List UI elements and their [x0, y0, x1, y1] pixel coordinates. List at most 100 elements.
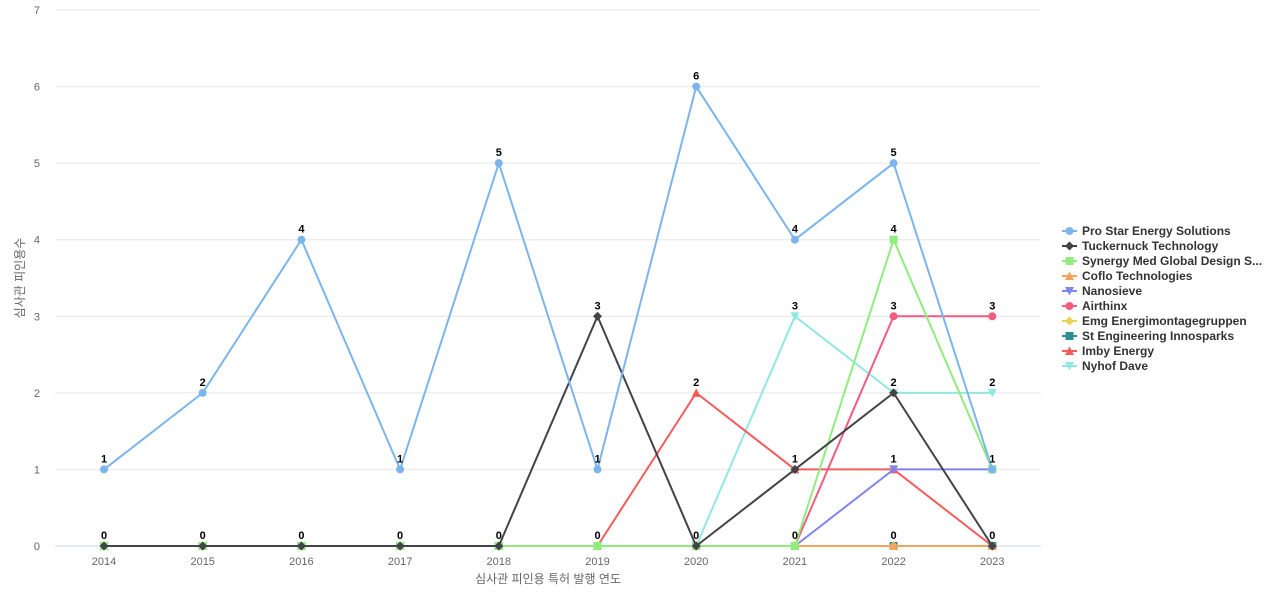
- y-tick-label: 1: [34, 464, 40, 476]
- x-tick-label: 2019: [585, 556, 609, 568]
- x-tick-label: 2017: [388, 556, 412, 568]
- legend-item[interactable]: St Engineering Innosparks: [1062, 329, 1234, 343]
- data-label: 4: [298, 224, 305, 236]
- legend-item[interactable]: Airthinx: [1062, 299, 1128, 313]
- y-tick-label: 4: [34, 235, 40, 247]
- legend-marker: [1065, 227, 1074, 235]
- data-point: [198, 388, 207, 397]
- data-point: [494, 541, 504, 551]
- legend-marker: [1065, 316, 1074, 326]
- legend-marker: [1065, 241, 1074, 251]
- legend-item[interactable]: Tuckernuck Technology: [1062, 239, 1219, 253]
- data-point: [987, 541, 997, 551]
- data-label: 1: [989, 453, 995, 465]
- x-tick-label: 2023: [980, 556, 1004, 568]
- x-tick-label: 2015: [190, 556, 214, 568]
- data-point: [198, 541, 208, 551]
- legend-label: Nanosieve: [1082, 284, 1142, 298]
- data-point: [889, 465, 899, 474]
- data-point: [889, 235, 898, 244]
- x-tick-label: 2020: [684, 556, 708, 568]
- data-point: [593, 465, 602, 474]
- data-label: 0: [693, 530, 699, 542]
- legend-marker: [1065, 287, 1074, 296]
- data-point: [593, 311, 602, 321]
- data-point: [889, 541, 899, 550]
- legend-label: St Engineering Innosparks: [1082, 329, 1234, 343]
- legend-label: Pro Star Energy Solutions: [1082, 224, 1231, 238]
- data-point: [790, 235, 799, 244]
- data-label: 0: [298, 530, 304, 542]
- y-tick-label: 3: [34, 311, 40, 323]
- legend-label: Airthinx: [1082, 299, 1128, 313]
- legend-label: Synergy Med Global Design S...: [1082, 254, 1262, 268]
- legend-label: Imby Energy: [1082, 344, 1154, 358]
- data-point: [494, 159, 503, 168]
- data-label: 2: [891, 377, 897, 389]
- data-point: [988, 312, 997, 321]
- data-label: 0: [200, 530, 206, 542]
- data-point: [296, 541, 306, 551]
- legend-marker: [1065, 346, 1074, 355]
- y-axis-title: 심사관 피인용수: [13, 238, 27, 319]
- data-label: 3: [989, 300, 995, 312]
- data-point: [988, 465, 997, 474]
- data-point: [99, 541, 109, 551]
- data-label: 0: [101, 530, 107, 542]
- data-label: 0: [594, 530, 600, 542]
- legend-item[interactable]: Emg Energimontagegruppen: [1062, 314, 1247, 328]
- x-tick-label: 2021: [783, 556, 807, 568]
- data-point: [889, 312, 898, 321]
- legend-marker: [1065, 362, 1074, 371]
- data-labels: 1 2 4 1 5 3 6 4 4 3 1 2 3 1 5 3 2 1 2 1 0 0 0 0 0 0 0 0 0 0: [101, 71, 995, 542]
- data-label: 3: [594, 300, 600, 312]
- data-label: 1: [101, 453, 107, 465]
- series-group: [100, 82, 997, 474]
- x-axis-ticks: 2014 2015 2016 2017 2018 2019 2020 2021 2022 2023: [92, 556, 1005, 568]
- legend-item[interactable]: Imby Energy: [1062, 344, 1154, 358]
- legend-item[interactable]: Pro Star Energy Solutions: [1062, 224, 1231, 238]
- x-tick-label: 2022: [881, 556, 905, 568]
- x-tick-label: 2018: [487, 556, 511, 568]
- series-line: [104, 468, 993, 547]
- data-label: 1: [792, 453, 798, 465]
- legend-item[interactable]: Coflo Technologies: [1062, 269, 1193, 283]
- data-point: [692, 82, 701, 91]
- y-tick-label: 6: [34, 82, 40, 94]
- data-point: [691, 541, 701, 551]
- data-point: [889, 388, 899, 398]
- legend-item[interactable]: Nanosieve: [1062, 284, 1142, 298]
- data-label: 6: [693, 71, 699, 83]
- y-tick-label: 2: [34, 388, 40, 400]
- legend-marker: [1065, 271, 1074, 280]
- legend-label: Coflo Technologies: [1082, 269, 1193, 283]
- legend-item[interactable]: Nyhof Dave: [1062, 359, 1148, 373]
- gridlines: [55, 9, 1041, 547]
- data-point: [297, 235, 306, 244]
- data-point: [987, 388, 997, 398]
- data-point: [593, 542, 602, 550]
- legend-item[interactable]: Synergy Med Global Design S...: [1062, 254, 1262, 268]
- data-point: [396, 465, 405, 474]
- data-label: 0: [397, 530, 403, 542]
- series-line: [103, 85, 994, 471]
- data-label: 5: [496, 147, 502, 159]
- legend-marker: [1065, 332, 1074, 340]
- data-label: 3: [891, 300, 897, 312]
- data-label: 3: [792, 300, 798, 312]
- series-line: [104, 315, 994, 547]
- legend-marker: [1065, 302, 1074, 310]
- data-label: 1: [594, 453, 600, 465]
- x-tick-label: 2014: [92, 556, 116, 568]
- data-label: 0: [891, 530, 897, 542]
- series-group: [99, 311, 997, 551]
- y-tick-label: 0: [34, 541, 40, 553]
- y-tick-label: 7: [34, 5, 40, 17]
- x-axis-title: 심사관 피인용 특허 발행 연도: [475, 571, 621, 586]
- data-label: 0: [989, 530, 995, 542]
- data-label: 1: [397, 453, 403, 465]
- x-tick-label: 2016: [289, 556, 313, 568]
